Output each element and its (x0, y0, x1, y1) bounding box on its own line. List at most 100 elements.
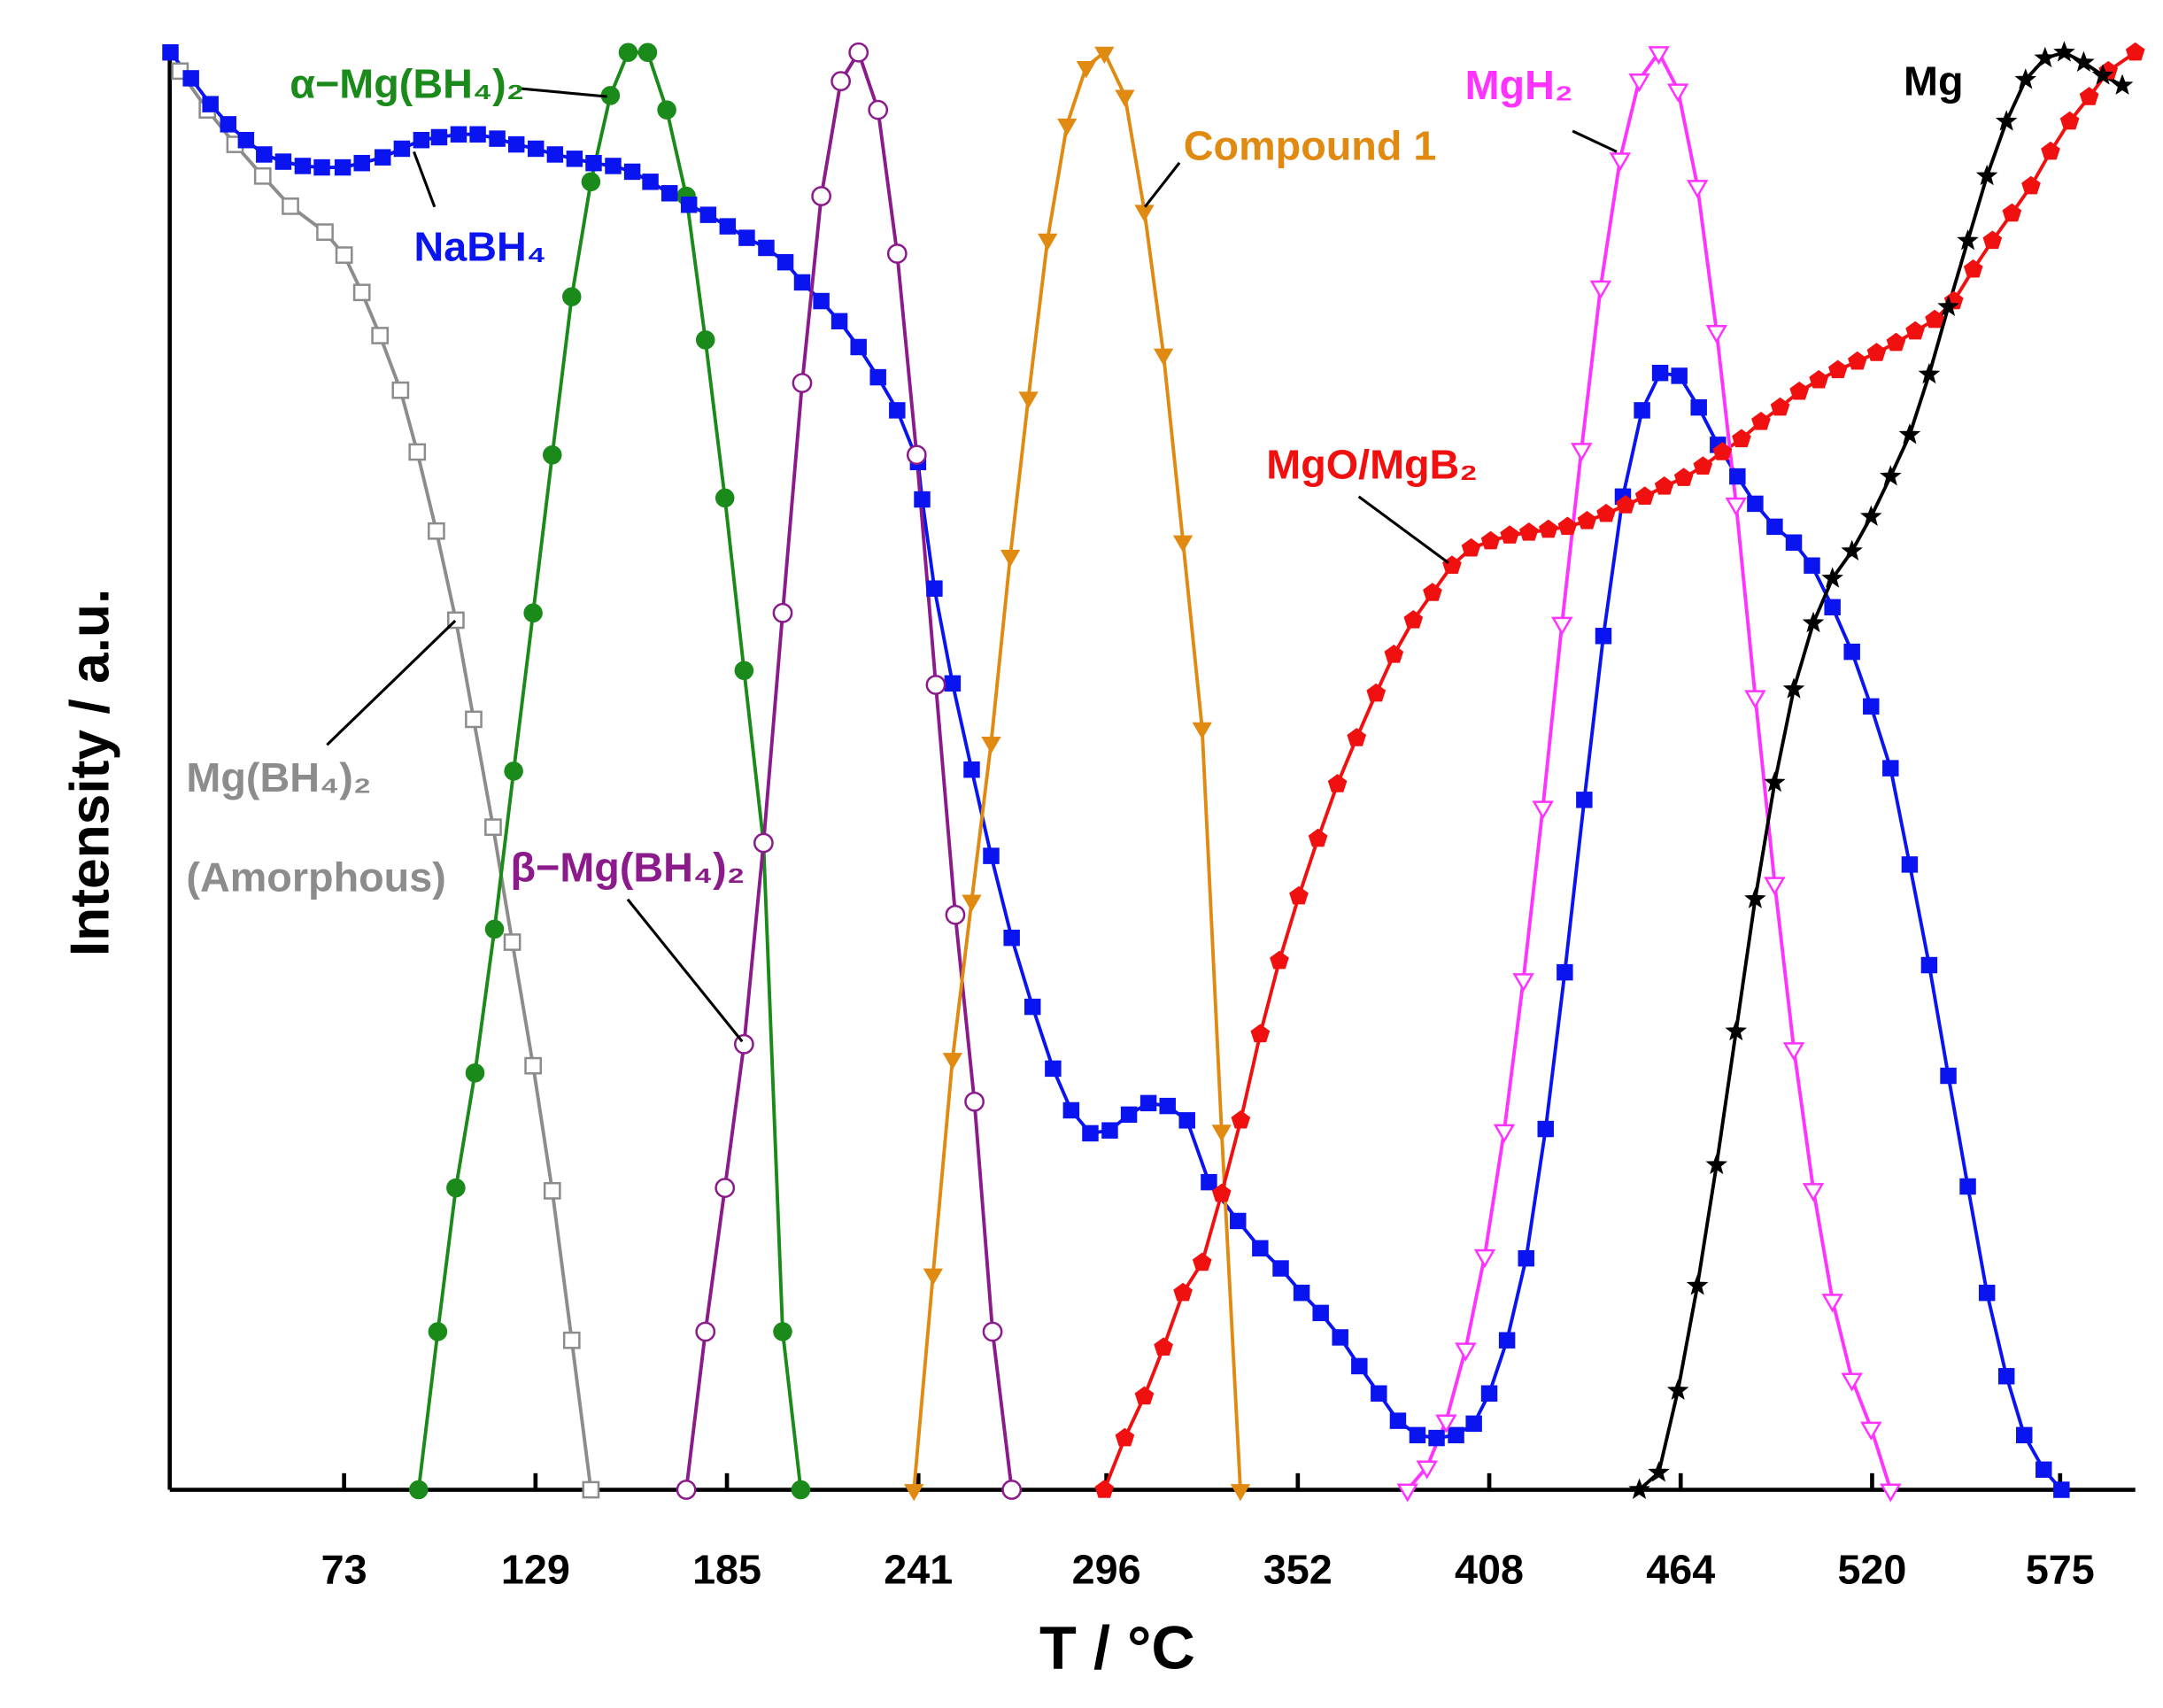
data-point (2125, 42, 2145, 61)
data-point (1435, 1414, 1457, 1434)
data-point (1003, 929, 1020, 947)
data-point (1744, 690, 1766, 709)
data-point (1120, 1106, 1138, 1124)
data-point (1192, 1252, 1212, 1271)
data-point (2036, 1461, 2052, 1479)
data-point (1732, 429, 1751, 448)
data-point (695, 1321, 716, 1342)
data-point (1250, 1024, 1271, 1043)
data-point (182, 70, 199, 87)
data-point (1312, 1304, 1329, 1322)
data-point (983, 847, 1000, 864)
data-point (1461, 537, 1481, 557)
data-point (1057, 118, 1078, 136)
data-point (562, 287, 582, 306)
data-point (1551, 616, 1573, 636)
data-point (642, 174, 659, 190)
data-point (1101, 1122, 1118, 1139)
data-point (1252, 1240, 1269, 1257)
data-point (428, 522, 445, 540)
data-point (1230, 1212, 1247, 1230)
data-point (1747, 495, 1764, 513)
data-point (413, 131, 430, 149)
data-point (335, 246, 353, 264)
data-point (1609, 152, 1632, 172)
data-point (446, 1178, 466, 1198)
series-label-box: Mg (1904, 59, 1964, 104)
data-point (1705, 325, 1728, 344)
data-point (408, 443, 427, 461)
data-point (2053, 1481, 2070, 1498)
data-point (680, 197, 698, 213)
data-point (657, 100, 676, 120)
data-point (753, 832, 774, 854)
series-label: β−Mg(BH₄)₂ (510, 845, 745, 892)
data-point (1211, 1124, 1232, 1142)
data-point (1905, 321, 1925, 340)
data-point (1804, 557, 1820, 574)
data-point (484, 818, 502, 837)
data-point (1366, 683, 1387, 702)
data-point (581, 172, 601, 192)
data-point (1576, 792, 1593, 808)
series-line (912, 50, 1242, 1490)
data-point (889, 402, 906, 419)
series-label: MgH₂ (1464, 63, 1573, 110)
data-point (914, 491, 931, 508)
data-point (2034, 46, 2057, 68)
data-point (391, 381, 410, 399)
data-point (1686, 1274, 1709, 1295)
data-point (409, 1480, 429, 1500)
x-tick-label: 185 (692, 1546, 761, 1592)
data-point (1537, 1120, 1554, 1138)
data-point (830, 313, 848, 329)
data-point (1628, 73, 1650, 93)
data-point (811, 186, 831, 206)
series-label-box: α−Mg(BH₄)₂ (290, 62, 524, 107)
data-point (1172, 535, 1194, 553)
series-line (684, 48, 1014, 1490)
x-tick-label: 464 (1646, 1546, 1715, 1592)
data-point (353, 154, 370, 172)
data-point (1848, 351, 1867, 370)
data-point (964, 1091, 985, 1112)
data-point (503, 933, 521, 951)
data-point (1498, 1332, 1516, 1349)
leader-line (1143, 161, 1181, 208)
data-point (1595, 628, 1612, 645)
data-point (1824, 599, 1841, 616)
data-point (623, 163, 641, 181)
data-point (523, 603, 543, 623)
series-label: Compound 1 (1183, 124, 1437, 170)
data-point (2079, 87, 2099, 105)
data-point (758, 239, 775, 257)
data-point (1729, 468, 1746, 485)
data-point (1293, 1284, 1310, 1302)
data-point (2021, 175, 2041, 195)
data-point (484, 919, 505, 939)
data-point (430, 128, 448, 146)
leader-line (413, 151, 436, 208)
data-point (1416, 1460, 1439, 1480)
data-point (773, 1322, 792, 1341)
data-point (1634, 402, 1650, 419)
x-tick-label: 575 (2026, 1546, 2095, 1592)
data-point (528, 140, 545, 158)
data-point (1690, 398, 1707, 416)
leader-line (1357, 495, 1449, 564)
data-point (1493, 1124, 1516, 1143)
data-point (776, 253, 794, 271)
data-point (982, 1321, 1003, 1342)
x-tick-label: 520 (1837, 1546, 1906, 1592)
data-point (237, 131, 255, 149)
data-point (1024, 998, 1041, 1016)
data-point (981, 736, 1001, 754)
data-point (1001, 1480, 1023, 1500)
data-point (282, 197, 299, 215)
data-point (1693, 456, 1713, 475)
data-point (942, 1053, 963, 1070)
data-point (1898, 423, 1921, 444)
data-point (1062, 1101, 1080, 1119)
data-point (793, 274, 811, 291)
